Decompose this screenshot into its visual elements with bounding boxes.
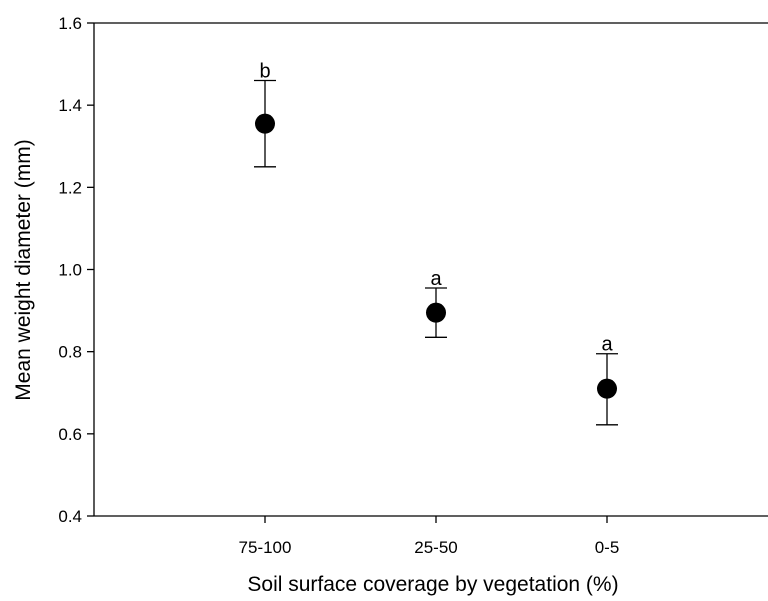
significance-letter: a (601, 334, 613, 356)
y-tick-label: 1.4 (58, 96, 82, 115)
y-tick-label: 1.0 (58, 261, 82, 280)
x-axis-title: Soil surface coverage by vegetation (%) (247, 573, 618, 596)
significance-letter: b (259, 61, 270, 83)
x-tick-label: 25-50 (414, 538, 457, 557)
x-tick-label: 75-100 (239, 538, 292, 557)
x-tick-label: 0-5 (595, 538, 620, 557)
significance-letter: a (430, 268, 442, 290)
axes: 0.4 0.6 0.8 1.0 1.2 1.4 1.6 75-100 25-50 0-5 (58, 14, 768, 557)
y-tick-label: 1.6 (58, 14, 82, 33)
y-tick-label: 0.6 (58, 425, 82, 444)
y-tick-label: 0.4 (58, 507, 82, 526)
data-point (255, 113, 275, 134)
y-tick-label: 1.2 (58, 178, 82, 197)
data-point (597, 378, 617, 399)
y-tick-label: 0.8 (58, 343, 82, 362)
data-marks: b a a (254, 61, 618, 426)
data-point (426, 302, 446, 323)
y-axis-title: Mean weight diameter (mm) (12, 139, 35, 400)
